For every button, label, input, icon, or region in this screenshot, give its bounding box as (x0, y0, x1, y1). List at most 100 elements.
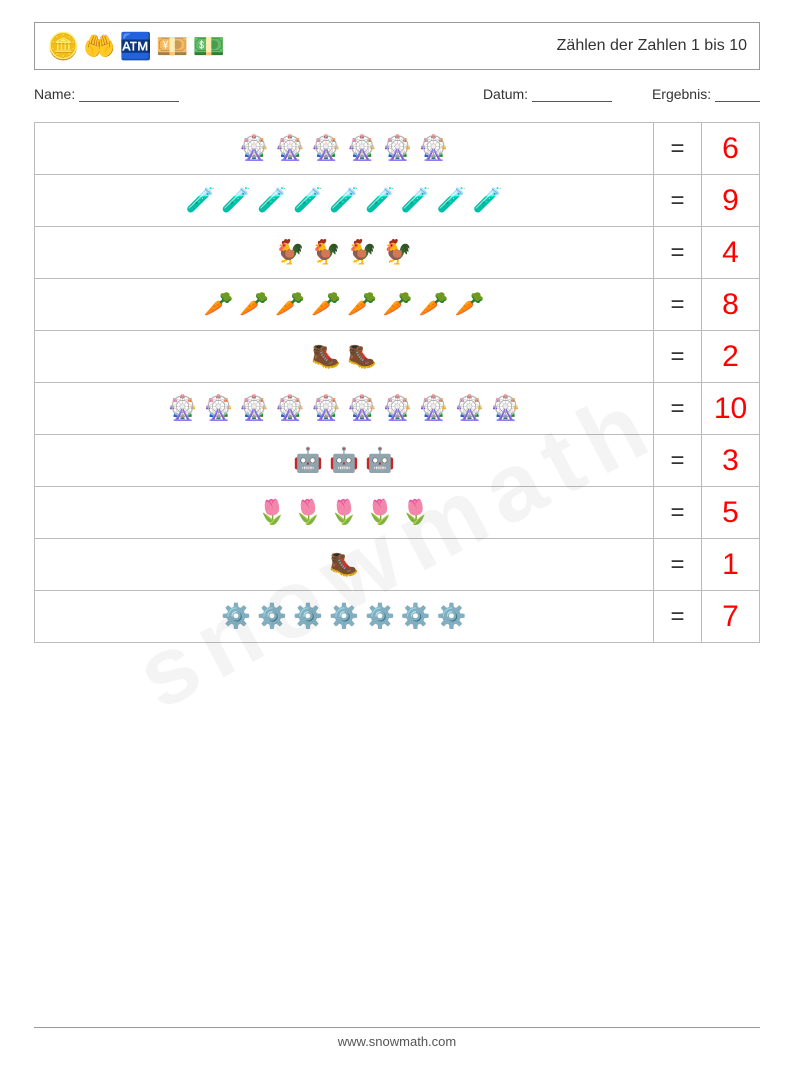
beaker-icon: 🧪 (257, 189, 287, 213)
carrot-icon: 🥕 (203, 293, 233, 317)
beaker-icon: 🧪 (221, 189, 251, 213)
footer-url: www.snowmath.com (0, 1034, 794, 1049)
windmill-row-icon: 🎡 (347, 397, 377, 421)
table-row: 🥾🥾=2 (35, 331, 760, 383)
lamp-post-icon: 🎡 (311, 137, 341, 161)
icons-cell: 🥾 (35, 539, 654, 591)
table-row: 🥕🥕🥕🥕🥕🥕🥕🥕=8 (35, 279, 760, 331)
beaker-icon: 🧪 (185, 189, 215, 213)
icons-cell: 🎡🎡🎡🎡🎡🎡 (35, 123, 654, 175)
beaker-icon: 🧪 (437, 189, 467, 213)
carrot-icon: 🥕 (419, 293, 449, 317)
equals-cell: = (654, 123, 702, 175)
table-row: 🥾 =1 (35, 539, 760, 591)
counting-table-wrap: 🎡🎡🎡🎡🎡🎡=6🧪🧪🧪🧪🧪🧪🧪🧪🧪=9🐓🐓🐓🐓=4🥕🥕🥕🥕🥕🥕🥕🥕=8🥾🥾=2🎡… (34, 122, 760, 643)
windmill-row-icon: 🎡 (203, 397, 233, 421)
footer-divider (34, 1027, 760, 1028)
chicken-icon: 🐓 (275, 241, 305, 265)
result-blank[interactable] (715, 101, 760, 102)
date-label: Datum: (483, 86, 528, 102)
windmill-row-icon: 🎡 (168, 397, 198, 421)
lamp-post-icon: 🎡 (419, 137, 449, 161)
table-row: ⚙️⚙️⚙️⚙️⚙️⚙️⚙️=7 (35, 591, 760, 643)
tulip-icon: 🌷 (329, 501, 359, 525)
answer-cell: 6 (702, 123, 760, 175)
saw-dome-icon: ⚙️ (329, 605, 359, 629)
beaker-icon: 🧪 (329, 189, 359, 213)
equals-cell: = (654, 591, 702, 643)
answer-cell: 9 (702, 175, 760, 227)
robot-icon: 🤖 (293, 449, 323, 473)
answer-cell: 10 (702, 383, 760, 435)
windmill-row-icon: 🎡 (383, 397, 413, 421)
date-field: Datum: (483, 86, 612, 102)
lamp-post-icon: 🎡 (347, 137, 377, 161)
tulip-icon: 🌷 (257, 501, 287, 525)
table-row: 🎡🎡🎡🎡🎡🎡🎡🎡🎡🎡=10 (35, 383, 760, 435)
meta-row: Name: Datum: Ergebnis: (34, 86, 760, 102)
saw-dome-icon: ⚙️ (365, 605, 395, 629)
equals-cell: = (654, 331, 702, 383)
equals-cell: = (654, 383, 702, 435)
table-row: 🌷🌷🌷🌷🌷=5 (35, 487, 760, 539)
tulip-icon: 🌷 (401, 501, 431, 525)
coin-stack-yen-icon: 💴 (156, 33, 188, 59)
carrot-icon: 🥕 (239, 293, 269, 317)
tulip-icon: 🌷 (293, 501, 323, 525)
icons-cell: 🤖🤖🤖 (35, 435, 654, 487)
equals-cell: = (654, 175, 702, 227)
answer-cell: 5 (702, 487, 760, 539)
answer-cell: 8 (702, 279, 760, 331)
chicken-icon: 🐓 (347, 241, 377, 265)
chicken-icon: 🐓 (383, 241, 413, 265)
name-blank[interactable] (79, 101, 179, 102)
beaker-icon: 🧪 (365, 189, 395, 213)
lamp-post-icon: 🎡 (383, 137, 413, 161)
name-field: Name: (34, 86, 179, 102)
table-row: 🐓🐓🐓🐓=4 (35, 227, 760, 279)
equals-cell: = (654, 227, 702, 279)
tulip-icon: 🌷 (365, 501, 395, 525)
answer-cell: 3 (702, 435, 760, 487)
icons-cell: 🧪🧪🧪🧪🧪🧪🧪🧪🧪 (35, 175, 654, 227)
saw-dome-icon: ⚙️ (221, 605, 251, 629)
saw-dome-icon: ⚙️ (257, 605, 287, 629)
beaker-icon: 🧪 (293, 189, 323, 213)
counting-table: 🎡🎡🎡🎡🎡🎡=6🧪🧪🧪🧪🧪🧪🧪🧪🧪=9🐓🐓🐓🐓=4🥕🥕🥕🥕🥕🥕🥕🥕=8🥾🥾=2🎡… (34, 122, 760, 643)
header-box: 🪙🤲🏧💴💵 Zählen der Zahlen 1 bis 10 (34, 22, 760, 70)
coin-l-icon: 🪙 (47, 33, 79, 59)
carrot-icon: 🥕 (455, 293, 485, 317)
equals-cell: = (654, 279, 702, 331)
answer-cell: 2 (702, 331, 760, 383)
icons-cell: 🥾🥾 (35, 331, 654, 383)
equals-cell: = (654, 435, 702, 487)
cash-bundle-icon: 💵 (193, 33, 225, 59)
atm-icon: 🏧 (120, 33, 152, 59)
carrot-icon: 🥕 (311, 293, 341, 317)
boots-icon: 🥾 (311, 345, 341, 369)
boots-icon: 🥾 (347, 345, 377, 369)
beaker-icon: 🧪 (401, 189, 431, 213)
windmill-row-icon: 🎡 (311, 397, 341, 421)
equals-cell: = (654, 539, 702, 591)
icons-cell: 🌷🌷🌷🌷🌷 (35, 487, 654, 539)
date-blank[interactable] (532, 101, 612, 102)
windmill-row-icon: 🎡 (239, 397, 269, 421)
carrot-icon: 🥕 (383, 293, 413, 317)
table-row: 🧪🧪🧪🧪🧪🧪🧪🧪🧪=9 (35, 175, 760, 227)
answer-cell: 1 (702, 539, 760, 591)
saw-dome-icon: ⚙️ (401, 605, 431, 629)
icons-cell: 🥕🥕🥕🥕🥕🥕🥕🥕 (35, 279, 654, 331)
header-icons: 🪙🤲🏧💴💵 (47, 33, 225, 59)
result-field: Ergebnis: (652, 86, 760, 102)
name-label: Name: (34, 86, 75, 102)
lamp-post-icon: 🎡 (239, 137, 269, 161)
windmill-row-icon: 🎡 (491, 397, 521, 421)
carrot-icon: 🥕 (347, 293, 377, 317)
worksheet-title: Zählen der Zahlen 1 bis 10 (557, 37, 747, 55)
windmill-row-icon: 🎡 (419, 397, 449, 421)
hand-coin-icon: 🤲 (83, 33, 115, 59)
icons-cell: 🎡🎡🎡🎡🎡🎡🎡🎡🎡🎡 (35, 383, 654, 435)
boots-icon: 🥾 (329, 553, 359, 577)
table-row: 🎡🎡🎡🎡🎡🎡=6 (35, 123, 760, 175)
